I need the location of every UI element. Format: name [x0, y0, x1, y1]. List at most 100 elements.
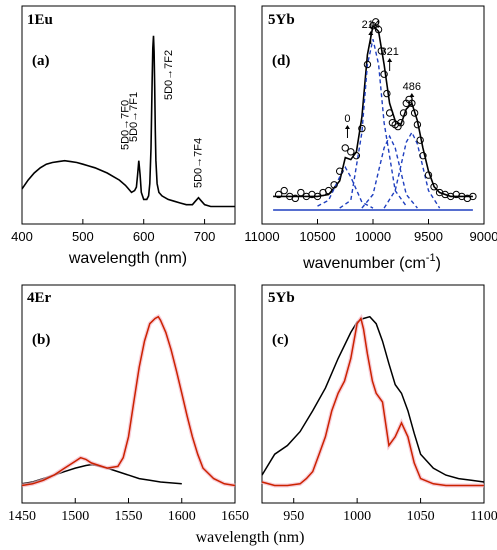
panel-d-xlabel-text: wavenumber (cm [302, 255, 426, 272]
panel-d-point-7 [313, 192, 322, 201]
panel-d-series-4 [361, 134, 418, 209]
panel-d-point-15 [358, 124, 366, 133]
panel-a-annotation-0: 5D0→7F0 [119, 100, 131, 150]
panel-d-xlabel-end: ) [436, 255, 441, 272]
panel-b-series-1 [21, 315, 236, 487]
panel-d-series-lines [273, 24, 473, 211]
panel-c-xtick-label-2: 1050 [407, 509, 435, 524]
panel-c-ticks: 950 1000 1050 1100 [283, 498, 497, 524]
panel-d-xtick-label-2: 10000 [355, 229, 391, 244]
panel-d-title: 5Yb [268, 12, 295, 28]
panel-d-peak-label-2: 321 [380, 46, 398, 58]
panel-d-point-9 [324, 186, 333, 195]
panel-c-xtick-label-3: 1100 [470, 509, 497, 524]
panel-d-point-23 [385, 109, 394, 117]
panel-a: 1Eu (a) 400 500 600 700 5D0→7F05D0→7F15D0→7… [11, 5, 236, 267]
panel-a-frame [21, 5, 236, 225]
panel-a-xtick-label-2: 600 [133, 229, 155, 244]
panel-c-title: 5Yb [268, 290, 295, 306]
panel-a-xlabel: wavelength (nm) [68, 250, 187, 267]
panel-d-ticks: 11000 10500 10000 9500 9000 [244, 219, 497, 244]
panel-c-series-lines [261, 313, 485, 488]
panel-d: 5Yb (d) 11000 10500 10000 9500 9000 0 214 321 4… [244, 5, 497, 272]
panel-d-point-11 [336, 167, 344, 175]
panel-d-point-20 [377, 47, 386, 55]
panel-d-xtick-label-3: 9500 [414, 229, 443, 244]
panel-c-series-1 [261, 316, 484, 487]
panel-d-data-points [274, 18, 477, 203]
panel-d-point-3 [291, 194, 299, 203]
panel-d-peak-arrowhead-3 [409, 93, 415, 97]
panel-b-xtick-label-2: 1550 [115, 509, 143, 524]
panel-d-point-18 [372, 18, 380, 26]
panel-d-point-22 [383, 89, 391, 98]
panel-a-xtick-label-1: 500 [72, 229, 94, 244]
panel-d-point-32 [410, 109, 419, 117]
panel-d-point-14 [352, 151, 361, 160]
panel-d-point-34 [416, 136, 424, 144]
panel-b-xtick-label-4: 1650 [221, 509, 249, 524]
panel-a-annotation-3: 5D0→7F4 [192, 138, 204, 188]
panel-d-peak-arrowhead-2 [387, 58, 393, 62]
panel-b-xtick-label-1: 1500 [61, 509, 89, 524]
panel-a-xtick-label-0: 400 [11, 229, 33, 244]
panel-d-frame [261, 5, 485, 225]
panel-d-point-0 [274, 190, 283, 199]
panel-a-annotation-2: 5D0→7F2 [163, 50, 175, 100]
panel-d-point-13 [347, 148, 355, 156]
panel-c-series-0 [261, 315, 485, 483]
panel-b-xtick-label-0: 1450 [8, 509, 36, 524]
panel-d-point-37 [430, 183, 438, 191]
panel-d-point-12 [341, 144, 349, 152]
panel-d-peak-label-3: 486 [403, 81, 421, 93]
panel-d-peak-label-0: 0 [344, 113, 350, 125]
panel-d-xtick-label-4: 9000 [470, 229, 497, 244]
panel-c-xtick-label-0: 950 [283, 509, 304, 524]
panel-b-title: 4Er [27, 290, 52, 306]
panel-d-label: (d) [272, 53, 290, 69]
panel-d-peak-label-1: 214 [362, 19, 380, 31]
panel-d-xtick-label-1: 10500 [299, 229, 335, 244]
shared-xlabel: wavelength (nm) [196, 529, 305, 546]
panel-d-point-16 [363, 60, 372, 69]
panel-b: 4Er (b) 1450 1500 1550 1600 1650 [8, 284, 249, 524]
panel-a-annotation-1: 5D0→7F1 [128, 92, 140, 142]
panel-c-frame [261, 284, 485, 504]
panel-c: 5Yb (c) 950 1000 1050 1100 [261, 284, 497, 524]
panel-d-point-1 [280, 186, 288, 195]
panel-c-label: (c) [272, 332, 289, 348]
panel-a-xtick-label-3: 700 [194, 229, 216, 244]
panel-b-xtick-label-3: 1600 [168, 509, 196, 524]
panel-d-point-10 [330, 181, 338, 189]
panel-d-point-27 [397, 119, 405, 127]
panel-a-ticks: 400 500 600 700 [11, 219, 215, 244]
panel-a-label: (a) [32, 53, 50, 69]
panel-a-title: 1Eu [27, 12, 53, 28]
panel-d-point-19 [374, 25, 383, 34]
panel-b-ticks: 1450 1500 1550 1600 1650 [8, 498, 249, 524]
panel-d-series-1 [273, 24, 473, 198]
panel-d-point-28 [399, 109, 408, 117]
panel-d-peak-arrowhead-1 [368, 31, 374, 35]
panel-d-xlabel-sup: -1 [426, 252, 436, 264]
panel-b-series-lines [21, 314, 236, 488]
panel-b-series-1-glow [21, 314, 236, 488]
panel-d-point-33 [413, 120, 422, 129]
panel-a-series-line [21, 35, 235, 208]
panel-d-series-3 [339, 39, 407, 209]
panel-d-peak-labels: 0 214 321 486 [344, 19, 421, 138]
panel-d-point-21 [380, 70, 388, 78]
panel-b-label: (b) [32, 332, 50, 348]
panel-d-series-5 [383, 130, 441, 209]
panel-d-point-4 [297, 188, 305, 197]
panel-c-series-1-glow [261, 313, 484, 488]
panel-d-point-36 [424, 171, 433, 179]
panel-d-xtick-label-0: 11000 [244, 229, 279, 244]
panel-d-point-44 [469, 192, 477, 201]
panel-d-xlabel: wavenumber (cm-1) [302, 252, 441, 272]
panel-d-series-2 [317, 165, 374, 209]
panel-c-xtick-label-1: 1000 [343, 509, 371, 524]
panel-d-point-35 [419, 151, 427, 160]
